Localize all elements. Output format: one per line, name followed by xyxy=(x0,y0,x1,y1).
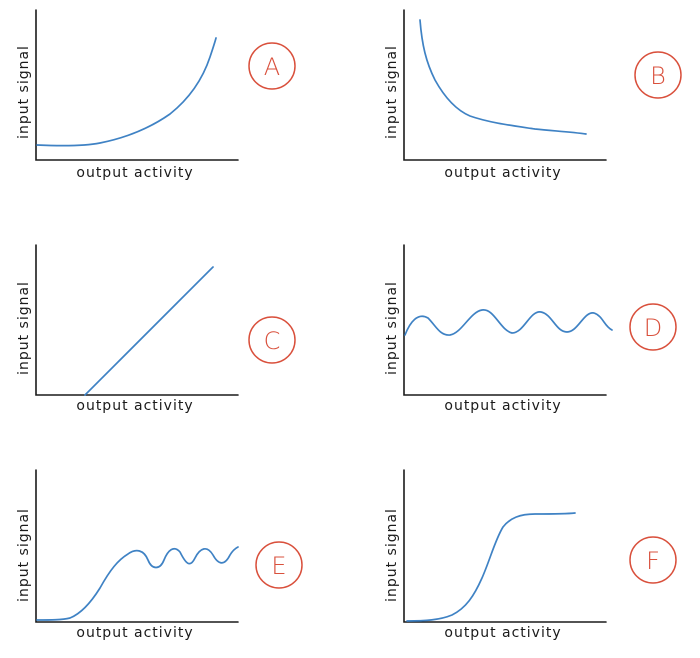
panel-d-badge-circle xyxy=(629,303,677,351)
panel-d-badge: D xyxy=(644,314,662,342)
panel-f-xlabel: output activity xyxy=(444,625,561,641)
panel-a-ylabel: input signal xyxy=(16,45,32,139)
panel-f: output activity input signal F xyxy=(384,469,677,641)
panel-f-ylabel: input signal xyxy=(384,508,400,602)
panel-f-curve xyxy=(406,512,576,622)
panel-b-curve xyxy=(419,19,587,135)
panel-e-axes xyxy=(35,469,239,623)
panel-f-badge: F xyxy=(646,547,660,575)
panel-c-xlabel: output activity xyxy=(76,398,193,414)
panel-e: output activity input signal E xyxy=(16,469,303,641)
panel-b-axes xyxy=(403,9,607,161)
panel-b: output activity input signal B xyxy=(384,9,682,181)
panel-a-badge-circle xyxy=(248,42,296,90)
panel-b-ylabel: input signal xyxy=(384,45,400,139)
panel-d-xlabel: output activity xyxy=(444,398,561,414)
panel-d: output activity input signal D xyxy=(384,244,677,414)
panel-a-curve xyxy=(36,37,217,147)
panel-b-badge: B xyxy=(650,62,666,90)
panel-c-curve xyxy=(84,266,214,396)
panel-e-badge: E xyxy=(271,552,286,580)
panel-a-axes xyxy=(35,9,239,161)
panel-a-badge: A xyxy=(264,53,280,81)
panel-d-axes xyxy=(403,244,607,396)
panel-a: output activity input signal A xyxy=(16,9,296,181)
panel-b-badge-circle xyxy=(634,51,682,99)
panel-c-badge-circle xyxy=(248,316,296,364)
panel-c-axes xyxy=(35,244,239,396)
panel-f-badge-circle xyxy=(629,536,677,584)
panel-d-ylabel: input signal xyxy=(384,281,400,375)
panel-e-ylabel: input signal xyxy=(16,508,32,602)
panel-e-curve xyxy=(36,546,239,621)
panel-c: output activity input signal C xyxy=(16,244,296,414)
panel-f-axes xyxy=(403,469,607,623)
panel-e-badge-circle xyxy=(255,541,303,589)
panel-a-xlabel: output activity xyxy=(76,165,193,181)
panel-e-xlabel: output activity xyxy=(76,625,193,641)
panel-b-xlabel: output activity xyxy=(444,165,561,181)
panel-d-curve xyxy=(404,309,613,336)
panel-c-badge: C xyxy=(264,327,281,355)
panel-c-ylabel: input signal xyxy=(16,281,32,375)
